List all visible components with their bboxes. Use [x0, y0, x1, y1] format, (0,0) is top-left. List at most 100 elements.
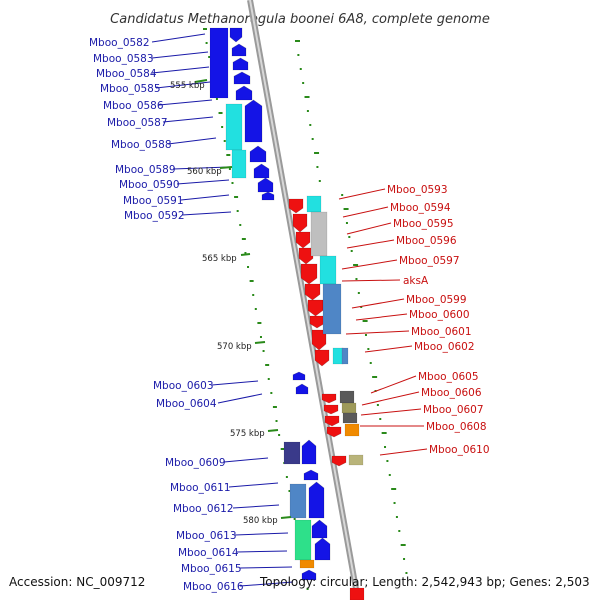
gene-label-mboo-0587[interactable]: Mboo_0587	[107, 117, 168, 129]
scale-label-570: 570 kbp	[217, 342, 252, 352]
gc-mark	[355, 278, 358, 280]
gc-mark	[254, 308, 257, 310]
gene-label-mboo-0607[interactable]: Mboo_0607	[423, 404, 484, 416]
gene-label-mboo-0612[interactable]: Mboo_0612	[173, 503, 234, 515]
topology-summary: Topology: circular; Length: 2,542,943 bp…	[259, 575, 590, 589]
cds-arrow-forward	[249, 145, 267, 163]
leader-line	[151, 33, 206, 43]
gene-label-mboo-0601[interactable]: Mboo_0601	[411, 326, 472, 338]
feature-block-steelblue	[322, 283, 342, 335]
feature-block-darkgrey	[342, 412, 358, 424]
gc-mark	[257, 322, 262, 324]
cds-arrow-forward	[295, 383, 309, 395]
leader-line	[342, 206, 389, 218]
gene-label-mboo-0608[interactable]: Mboo_0608	[426, 421, 487, 433]
gene-label-mboo-0615[interactable]: Mboo_0615	[181, 563, 242, 575]
gc-mark	[247, 266, 250, 268]
feature-block-steelblue	[289, 483, 307, 519]
cds-arrow-reverse	[300, 263, 318, 285]
feature-block-olive	[341, 402, 357, 414]
gene-label-mboo-0614[interactable]: Mboo_0614	[178, 547, 239, 559]
gene-label-mboo-0611[interactable]: Mboo_0611	[170, 482, 231, 494]
gc-mark	[208, 56, 211, 58]
leader-line	[234, 532, 289, 536]
gene-label-mboo-0604[interactable]: Mboo_0604	[156, 398, 217, 410]
leader-line	[162, 116, 214, 123]
gene-label-mboo-0597[interactable]: Mboo_0597	[399, 255, 460, 267]
gc-mark	[357, 292, 360, 294]
gene-label-aksa[interactable]: aksA	[403, 275, 429, 287]
cds-arrow-reverse	[323, 404, 339, 415]
gc-mark	[350, 250, 353, 252]
gene-label-mboo-0596[interactable]: Mboo_0596	[396, 235, 457, 247]
gene-label-mboo-0605[interactable]: Mboo_0605	[418, 371, 479, 383]
gene-label-mboo-0591[interactable]: Mboo_0591	[123, 195, 184, 207]
gc-mark	[309, 124, 312, 126]
cds-arrow-forward	[235, 85, 253, 101]
gc-mark	[215, 98, 218, 100]
gene-label-mboo-0602[interactable]: Mboo_0602	[414, 341, 475, 353]
gene-label-mboo-0589[interactable]: Mboo_0589	[115, 164, 176, 176]
gc-mark	[400, 544, 406, 546]
gene-label-mboo-0588[interactable]: Mboo_0588	[111, 139, 172, 151]
leader-line	[341, 259, 398, 270]
accession-text: Accession: NC_009712	[9, 575, 145, 589]
gene-label-mboo-0586[interactable]: Mboo_0586	[103, 100, 164, 112]
scale-label-560: 560 kbp	[187, 167, 222, 177]
gc-mark	[341, 194, 344, 196]
gene-label-mboo-0582[interactable]: Mboo_0582	[89, 37, 150, 49]
gc-mark	[304, 96, 310, 98]
gc-mark	[239, 224, 242, 226]
gc-mark	[384, 446, 387, 448]
gene-label-mboo-0595[interactable]: Mboo_0595	[393, 218, 454, 230]
gc-mark	[297, 54, 300, 56]
leader-line	[361, 391, 420, 406]
gene-label-mboo-0584[interactable]: Mboo_0584	[96, 68, 157, 80]
feature-block-darkgrey	[339, 390, 355, 404]
gene-label-mboo-0585[interactable]: Mboo_0585	[100, 83, 161, 95]
gene-label-mboo-0594[interactable]: Mboo_0594	[390, 202, 451, 214]
gc-mark	[369, 362, 372, 364]
cds-feature-block	[209, 27, 229, 99]
leader-line	[223, 457, 269, 463]
gene-label-mboo-0599[interactable]: Mboo_0599	[406, 294, 467, 306]
gc-mark	[236, 210, 239, 212]
gc-mark	[226, 154, 231, 156]
gc-mark	[376, 404, 379, 406]
gc-mark	[360, 306, 363, 308]
gene-label-mboo-0592[interactable]: Mboo_0592	[124, 210, 185, 222]
gene-label-mboo-0609[interactable]: Mboo_0609	[165, 457, 226, 469]
gc-mark	[221, 126, 224, 128]
leader-line	[360, 408, 422, 416]
gene-label-mboo-0613[interactable]: Mboo_0613	[176, 530, 237, 542]
gene-label-mboo-0603[interactable]: Mboo_0603	[153, 380, 214, 392]
gene-label-mboo-0583[interactable]: Mboo_0583	[93, 53, 154, 65]
gc-mark	[234, 196, 239, 198]
gc-mark	[299, 68, 302, 70]
leader-line	[176, 179, 230, 185]
gene-label-mboo-0600[interactable]: Mboo_0600	[409, 309, 470, 321]
cds-arrow-reverse	[304, 283, 321, 301]
cds-arrow-forward	[261, 191, 275, 201]
feature-block-cyan	[319, 255, 337, 285]
cds-arrow-reverse	[298, 247, 314, 265]
genome-backbone	[247, 0, 361, 600]
leader-line	[239, 566, 293, 569]
leader-line	[239, 581, 294, 587]
gene-label-mboo-0593[interactable]: Mboo_0593	[387, 184, 448, 196]
gene-label-mboo-0606[interactable]: Mboo_0606	[421, 387, 482, 399]
feature-block-cyan	[332, 347, 344, 365]
gene-label-mboo-0616[interactable]: Mboo_0616	[183, 581, 244, 593]
gene-label-mboo-0590[interactable]: Mboo_0590	[119, 179, 180, 191]
leader-line	[351, 298, 405, 309]
gc-mark	[311, 138, 314, 140]
gene-label-mboo-0610[interactable]: Mboo_0610	[429, 444, 490, 456]
feature-block-cyan	[306, 195, 322, 213]
gc-mark	[223, 140, 226, 142]
feature-block-grey	[310, 211, 328, 257]
leader-line	[355, 313, 408, 321]
cds-arrow-forward	[231, 43, 247, 57]
leader-line	[181, 211, 232, 216]
leader-line	[180, 194, 230, 201]
